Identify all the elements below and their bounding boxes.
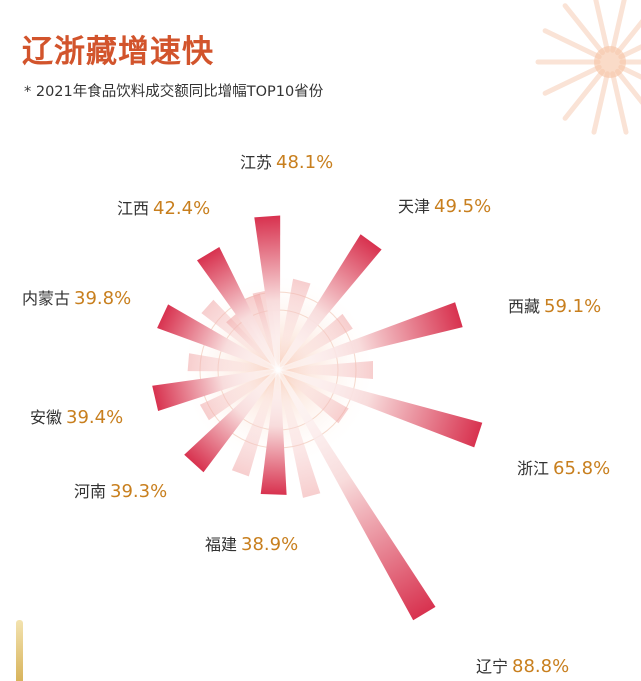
labels-group: 江苏 48.1% 天津 49.5% 西藏 59.1% 浙江 65.8% 辽宁 88.8% 福建 38.… — [22, 152, 610, 677]
starburst-ray — [614, 68, 641, 105]
starburst-ray — [591, 71, 610, 135]
bar-label-9: 江西 42.4% — [117, 198, 210, 219]
starburst-ray — [562, 3, 606, 56]
decorative-ray — [231, 369, 280, 477]
starburst-ray — [618, 64, 641, 80]
category-label: 福建 — [205, 535, 237, 554]
category-label: 内蒙古 — [22, 289, 70, 308]
category-label: 天津 — [398, 197, 430, 216]
value-label: 39.4% — [66, 407, 123, 428]
bar-8 — [157, 304, 279, 372]
bar-label-6: 河南 39.3% — [74, 481, 167, 502]
value-label: 59.1% — [544, 296, 601, 317]
decorative-ray — [277, 368, 349, 424]
bar-9 — [197, 247, 280, 371]
value-label: 65.8% — [553, 458, 610, 479]
starburst-ray — [542, 64, 602, 96]
starburst-ray — [610, 0, 627, 53]
bar-0 — [254, 215, 281, 371]
bar-label-1: 天津 49.5% — [398, 196, 491, 217]
starburst-ray — [593, 0, 610, 53]
bar-label-4: 辽宁 88.8% — [476, 656, 569, 677]
bar-label-7: 安徽 39.4% — [30, 407, 123, 428]
category-label: 安徽 — [30, 408, 62, 427]
decorative-ray — [187, 353, 279, 372]
bar-label-2: 西藏 59.1% — [508, 296, 601, 317]
value-label: 48.1% — [276, 152, 333, 173]
decorative-stripe — [16, 620, 23, 681]
decorative-ray — [278, 361, 373, 379]
category-label: 河南 — [74, 482, 106, 501]
page-title: 辽浙藏增速快 — [22, 34, 214, 70]
decorative-ray — [252, 289, 280, 371]
bar-label-0: 江苏 48.1% — [240, 152, 333, 173]
starburst-ray — [562, 68, 606, 121]
category-label: 江西 — [117, 199, 149, 218]
starburst-ray — [610, 71, 629, 135]
starburst-ray — [618, 44, 641, 60]
starburst-ray — [542, 28, 602, 60]
value-label: 42.4% — [153, 198, 210, 219]
category-label: 辽宁 — [476, 657, 508, 676]
decorative-ray — [199, 368, 279, 421]
bar-label-3: 浙江 65.8% — [517, 458, 610, 479]
category-label: 浙江 — [517, 459, 549, 478]
bar-label-8: 内蒙古 39.8% — [22, 288, 131, 309]
bar-5 — [260, 369, 287, 495]
bars-group — [152, 215, 483, 621]
starburst-core — [594, 46, 626, 78]
value-label: 39.3% — [110, 481, 167, 502]
decorative-ray — [276, 278, 311, 371]
category-label: 江苏 — [240, 153, 272, 172]
bar-3 — [277, 368, 483, 448]
starburst-ray — [614, 19, 641, 56]
decorative-ray — [277, 313, 353, 372]
bar-4 — [276, 369, 436, 621]
decorative-ray — [276, 369, 321, 498]
category-label: 西藏 — [508, 297, 540, 316]
value-label: 49.5% — [434, 196, 491, 217]
bar-6 — [184, 368, 280, 473]
bar-1 — [276, 234, 382, 372]
value-label: 38.9% — [241, 534, 298, 555]
bar-7 — [152, 368, 279, 411]
chart-subtitle: * 2021年食品饮料成交额同比增幅TOP10省份 — [24, 84, 324, 100]
bar-label-5: 福建 38.9% — [205, 534, 298, 555]
value-label: 39.8% — [74, 288, 131, 309]
value-label: 88.8% — [512, 656, 569, 677]
bar-2 — [277, 302, 463, 372]
